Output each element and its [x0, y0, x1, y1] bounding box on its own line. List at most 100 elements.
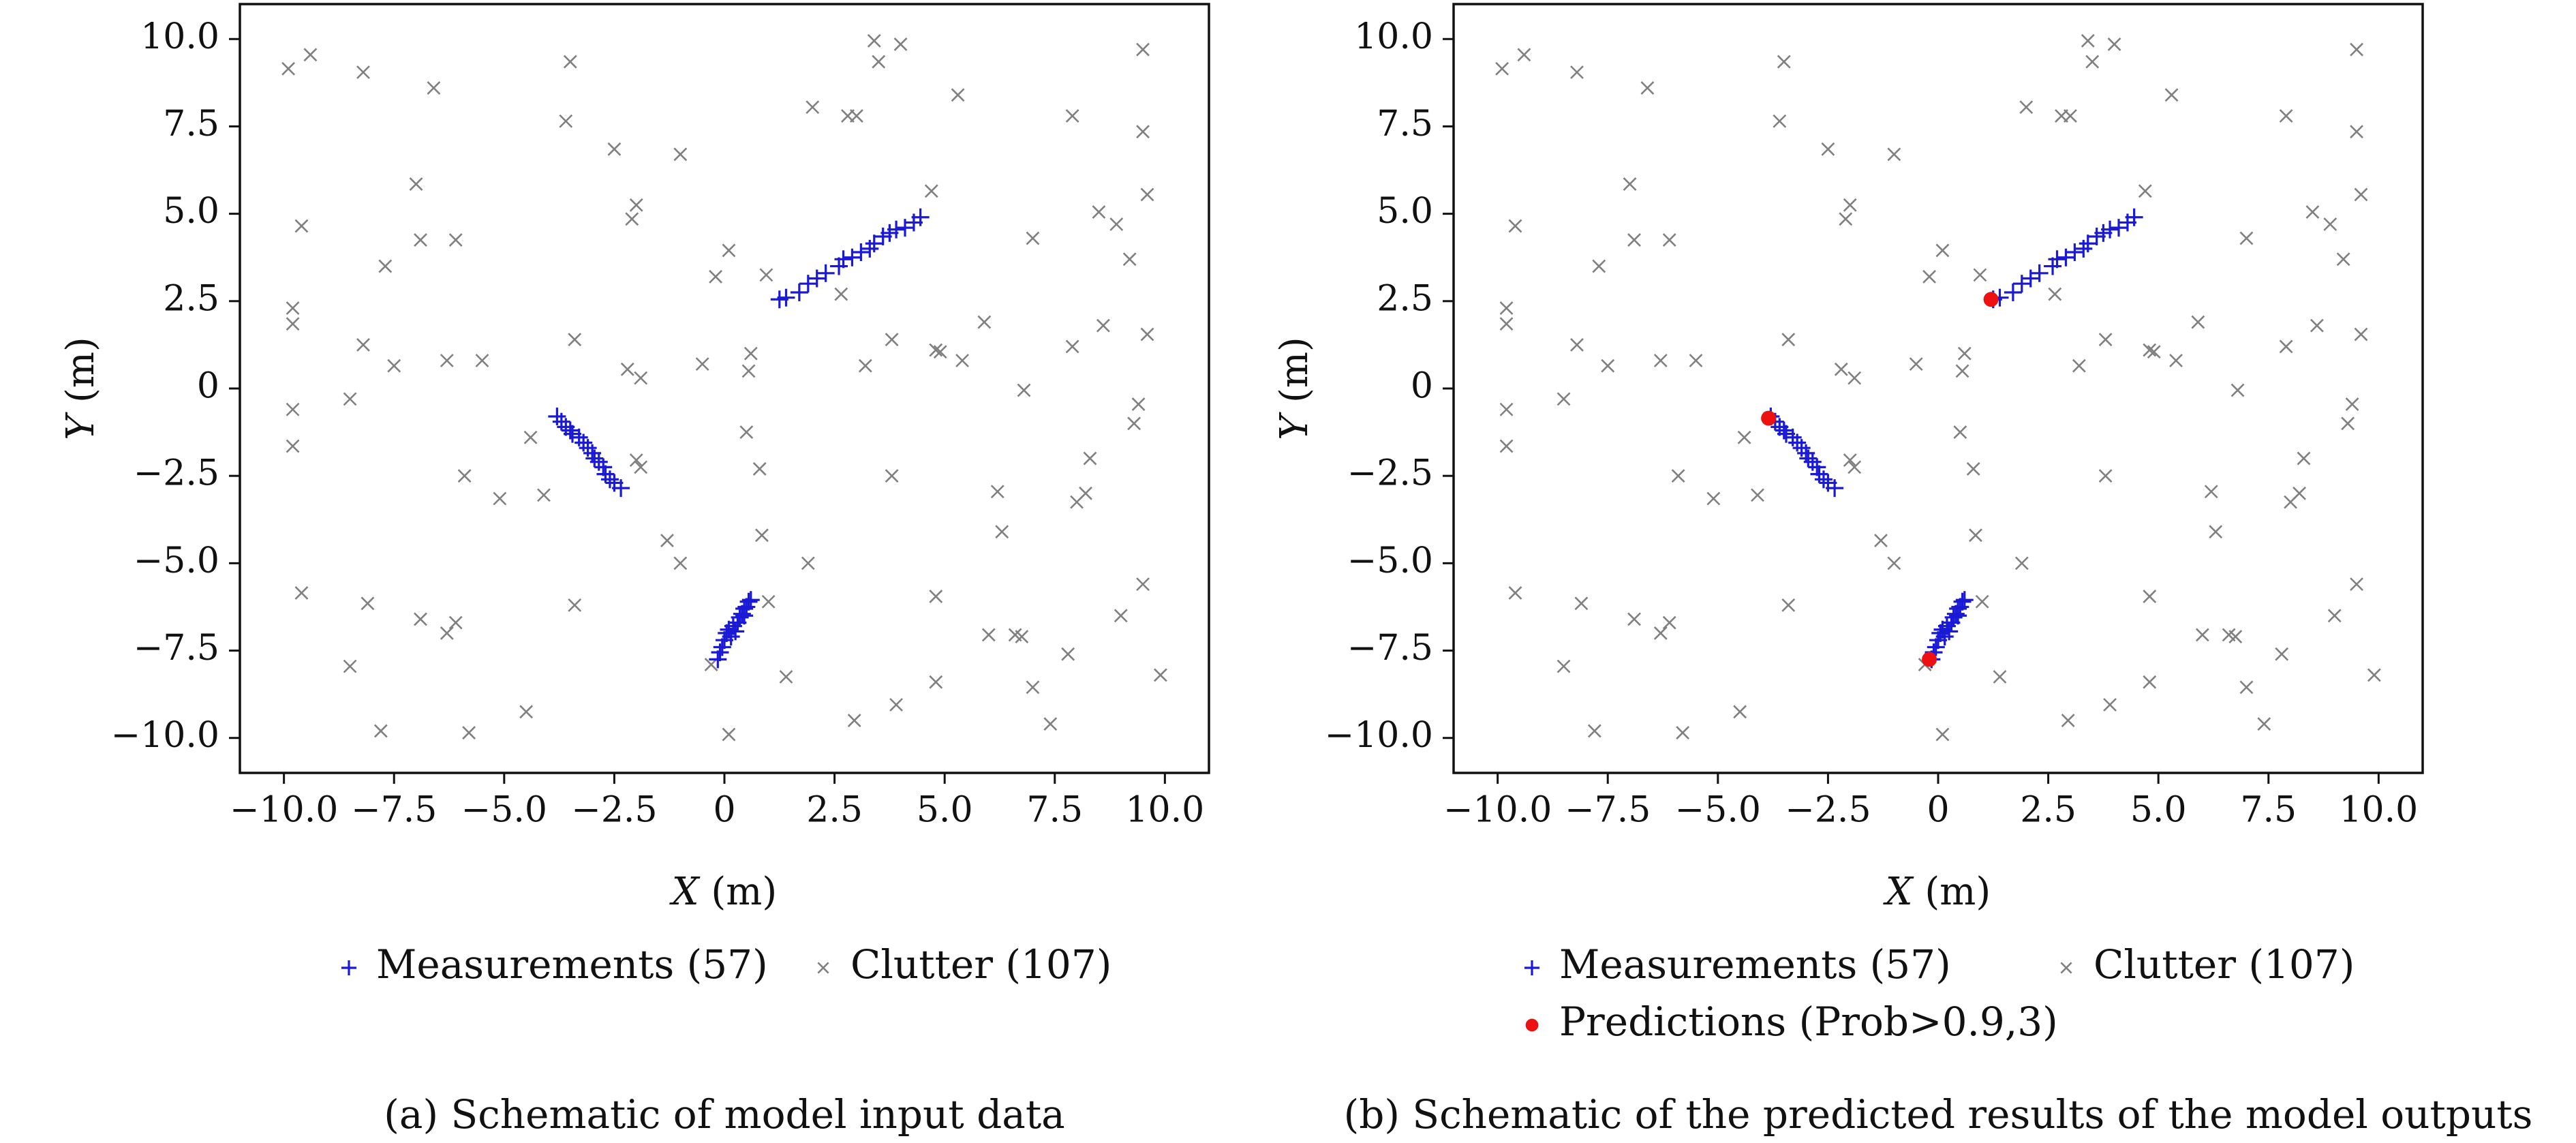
- y-tick-label: 5.0: [163, 191, 219, 232]
- y-tick-label: 7.5: [1377, 104, 1433, 144]
- clutter-point: [387, 359, 401, 373]
- clutter-point: [414, 233, 427, 247]
- clutter-point: [1781, 598, 1796, 612]
- y-tick-label: −5.0: [134, 540, 219, 581]
- y-tick-label: 10.0: [1354, 16, 1433, 57]
- measurement-point: [887, 220, 906, 239]
- x-tick-label: −2.5: [571, 790, 657, 831]
- prediction-point: [1922, 652, 1937, 667]
- clutter-point: [2275, 647, 2289, 661]
- clutter-point: [1821, 142, 1835, 156]
- clutter-point: [2230, 383, 2245, 397]
- y-axis-label: Y (m): [59, 337, 103, 440]
- clutter-point: [629, 198, 643, 212]
- clutter-point: [1922, 270, 1936, 284]
- clutter-point: [2279, 109, 2293, 123]
- clutter-point: [2367, 668, 2381, 682]
- clutter-point: [1499, 301, 1514, 315]
- clutter-point: [1570, 337, 1584, 352]
- clutter-point: [722, 727, 736, 742]
- clutter-point: [704, 658, 718, 671]
- clutter-point: [990, 485, 1005, 499]
- clutter-point: [759, 268, 773, 282]
- clutter-point: [1689, 354, 1703, 367]
- clutter-point: [2239, 231, 2254, 245]
- clutter-point: [1781, 333, 1796, 347]
- measurement-point: [1949, 607, 1967, 625]
- clutter-point: [281, 61, 296, 76]
- clutter-point: [2327, 609, 2342, 623]
- clutter-point: [806, 100, 820, 115]
- clutter-point: [739, 425, 754, 440]
- x-axis-unit: (m): [1913, 870, 1991, 914]
- clutter-point: [2204, 485, 2218, 499]
- clutter-point: [2191, 315, 2205, 329]
- clutter-point: [801, 556, 815, 570]
- clutter-point: [2019, 100, 2034, 115]
- clutter-point: [559, 114, 573, 128]
- clutter-point: [709, 270, 722, 284]
- y-tick-label: 5.0: [1377, 191, 1433, 232]
- legend-marker: [1525, 1018, 1539, 1032]
- y-tick-label: −7.5: [134, 628, 219, 669]
- y-tick-label: −10.0: [1325, 715, 1433, 756]
- clutter-point: [951, 88, 965, 102]
- x-tick-label: −10.0: [1443, 790, 1552, 831]
- clutter-point: [563, 55, 577, 69]
- clutter-point: [673, 147, 688, 162]
- clutter-point: [607, 142, 622, 156]
- clutter-point: [2350, 42, 2363, 57]
- clutter-point: [885, 469, 899, 483]
- clutter-point: [722, 243, 736, 258]
- clutter-point: [2061, 714, 2075, 728]
- clutter-point: [2279, 339, 2293, 354]
- clutter-point: [1847, 460, 1862, 474]
- clutter-point: [1653, 354, 1668, 367]
- clutter-point: [1136, 577, 1150, 592]
- clutter-point: [286, 402, 300, 416]
- clutter-point: [1957, 346, 1972, 361]
- clutter-point: [2345, 397, 2359, 411]
- clutter-point: [457, 469, 472, 483]
- x-tick-label: 5.0: [917, 790, 973, 831]
- clutter-point: [779, 670, 793, 684]
- x-tick-label: −2.5: [1785, 790, 1871, 831]
- clutter-point: [1592, 259, 1606, 273]
- clutter-point: [2143, 675, 2157, 689]
- measurement-point: [1955, 591, 1974, 609]
- clutter-point: [1887, 556, 1901, 570]
- clutter-point: [1993, 670, 2007, 684]
- legend-item-clutter: Clutter (107): [817, 941, 1111, 988]
- measurement-point: [790, 284, 808, 301]
- y-tick-label: −10.0: [111, 715, 219, 756]
- clutter-point: [1887, 147, 1901, 162]
- measurement-point: [2048, 250, 2066, 269]
- clutter-point: [995, 525, 1009, 539]
- y-tick-label: 0: [197, 366, 219, 407]
- clutter-point: [872, 55, 886, 69]
- clutter-point: [373, 724, 388, 738]
- clutter-point: [929, 675, 943, 689]
- measurement-point: [731, 608, 749, 626]
- panel-b: −10.0 −7.5 −5.0 −2.5 0 2.5 5.0 7.5 10.0 10.0 7.5 5.…: [1272, 3, 2532, 1138]
- clutter-point: [1557, 659, 1571, 673]
- clutter-point: [929, 343, 943, 357]
- clutter-point: [2323, 217, 2337, 231]
- measurement-point: [834, 250, 853, 269]
- x-axis-label: X (m): [669, 870, 777, 914]
- clutter-point: [475, 354, 489, 367]
- clutter-point: [752, 462, 767, 476]
- x-tick-label: 7.5: [2240, 790, 2297, 831]
- clutter-point: [462, 726, 476, 740]
- x-tick-label: −5.0: [1675, 790, 1761, 831]
- measurement-point: [2004, 284, 2022, 301]
- clutter-point: [2336, 252, 2350, 266]
- series-measurements: [548, 208, 930, 669]
- clutter-point: [286, 317, 300, 331]
- clutter-point: [2014, 556, 2029, 570]
- clutter-point: [519, 705, 534, 719]
- clutter-point: [2195, 628, 2209, 642]
- clutter-point: [427, 81, 441, 95]
- clutter-point: [2085, 55, 2100, 69]
